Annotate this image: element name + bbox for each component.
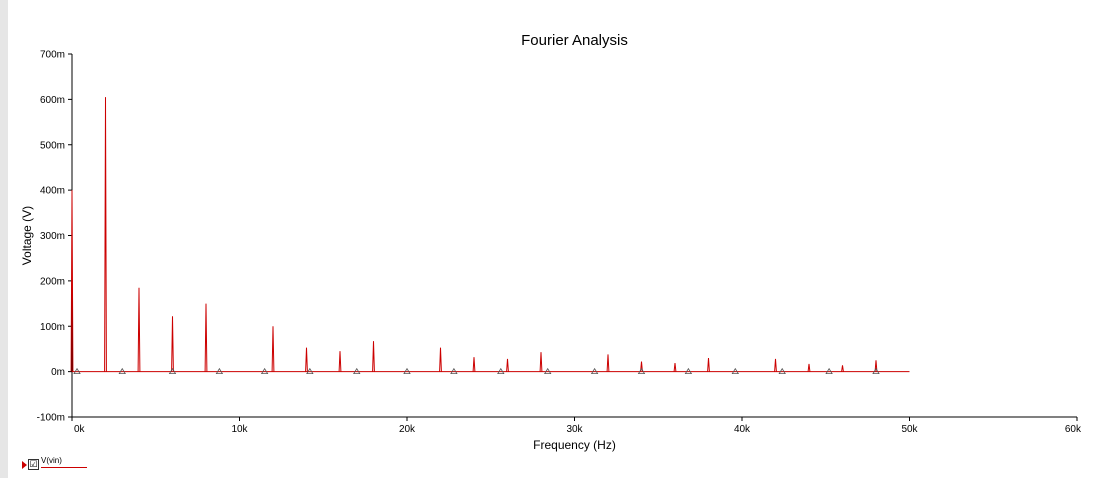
x-tick-label: 0k bbox=[74, 424, 86, 435]
series-marker bbox=[684, 367, 693, 375]
series-marker bbox=[872, 367, 880, 375]
x-tick-label: 40k bbox=[734, 424, 751, 435]
spectrum-peak bbox=[506, 358, 509, 372]
x-tick-label: 10k bbox=[231, 424, 248, 435]
spectrum-peak bbox=[807, 363, 811, 372]
series-marker bbox=[260, 367, 269, 375]
spectrum-peak bbox=[707, 357, 710, 372]
legend-series-label: V(vin) bbox=[41, 456, 62, 465]
spectrum-peak bbox=[171, 316, 174, 372]
series-marker bbox=[353, 367, 361, 375]
legend-series-line bbox=[41, 467, 87, 468]
x-axis-label: Frequency (Hz) bbox=[533, 438, 616, 452]
spectrum-peak bbox=[874, 360, 878, 372]
legend: ☑ V(vin) bbox=[22, 456, 87, 472]
x-tick-label: 50k bbox=[901, 424, 918, 435]
spectrum-peak bbox=[305, 347, 308, 372]
spectrum-peak bbox=[841, 365, 844, 372]
window-left-edge bbox=[0, 0, 8, 478]
spectrum-peak bbox=[774, 358, 777, 372]
series-marker bbox=[215, 367, 224, 375]
y-tick-label: -100m bbox=[37, 413, 65, 424]
y-tick-label: 0m bbox=[51, 367, 65, 378]
spectrum-peak bbox=[70, 190, 74, 372]
spectrum-peak bbox=[673, 362, 677, 372]
series-marker bbox=[118, 367, 126, 375]
series-marker bbox=[778, 367, 786, 375]
x-tick-label: 20k bbox=[399, 424, 416, 435]
y-tick-label: 500m bbox=[40, 140, 65, 151]
chart-title: Fourier Analysis bbox=[521, 32, 628, 49]
series-marker bbox=[637, 367, 646, 375]
series-marker bbox=[450, 367, 458, 375]
series-marker bbox=[168, 367, 177, 375]
spectrum-peak bbox=[204, 303, 208, 372]
spectrum-peak bbox=[137, 287, 141, 372]
y-tick-label: 200m bbox=[40, 276, 65, 287]
spectrum-peak bbox=[606, 354, 610, 372]
spectrum-peak bbox=[338, 351, 342, 372]
legend-series-marker-icon bbox=[22, 461, 27, 469]
y-tick-label: 700m bbox=[40, 50, 65, 61]
series-marker bbox=[497, 367, 505, 375]
x-tick-label: 30k bbox=[566, 424, 583, 435]
y-tick-label: 600m bbox=[40, 95, 65, 106]
spectrum-peak bbox=[539, 352, 543, 372]
series-marker bbox=[306, 367, 314, 375]
y-tick-label: 400m bbox=[40, 186, 65, 197]
series-marker bbox=[543, 367, 552, 375]
spectrum-peak bbox=[372, 341, 375, 372]
series-marker bbox=[731, 367, 740, 375]
series-marker bbox=[590, 367, 599, 375]
spectrum-peak bbox=[640, 361, 643, 372]
y-axis-label: Voltage (V) bbox=[20, 206, 34, 265]
series-marker bbox=[825, 367, 833, 375]
legend-visibility-checkbox[interactable]: ☑ bbox=[28, 459, 39, 470]
x-tick-label: 60k bbox=[1065, 424, 1082, 435]
y-tick-label: 100m bbox=[40, 322, 65, 333]
spectrum-peak bbox=[104, 97, 107, 372]
series-marker bbox=[73, 367, 81, 375]
spectrum-peak bbox=[472, 357, 476, 372]
series-marker bbox=[403, 367, 411, 375]
spectrum-peak bbox=[439, 347, 442, 372]
y-tick-label: 300m bbox=[40, 231, 65, 242]
spectrum-peak bbox=[271, 326, 275, 372]
